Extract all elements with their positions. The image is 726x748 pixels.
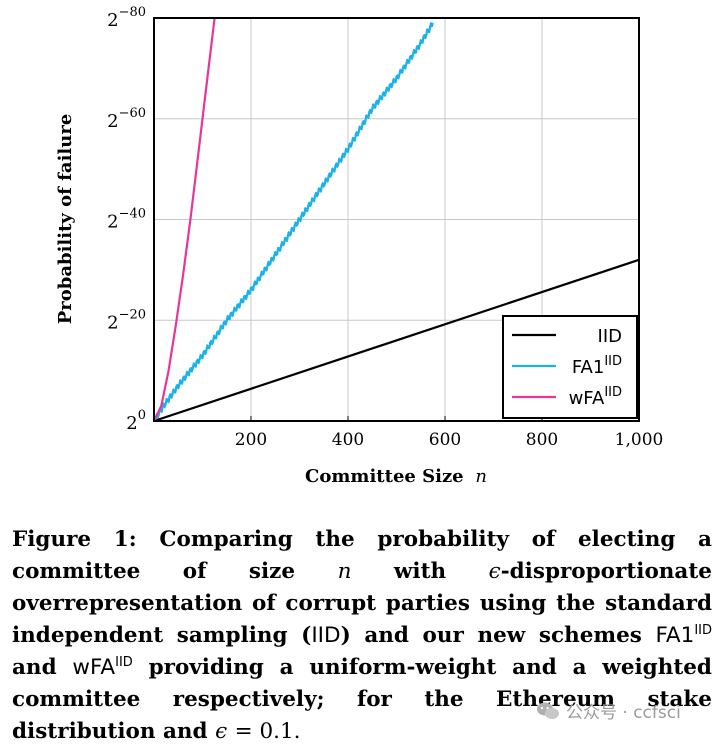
legend-label-sup-2: IID	[604, 385, 622, 400]
chart: 200 400 600 800 1,000 202−202−402−602−80 Pro…	[55, 5, 664, 487]
caption-eq: = 0.1.	[234, 719, 301, 744]
y-tick-label-2: 2−40	[107, 207, 146, 233]
caption-fa1: FA1	[655, 623, 695, 648]
caption-var-eps-2: ϵ	[215, 719, 228, 744]
caption-iid: IID	[311, 623, 341, 648]
caption-wfa-sup: IID	[115, 654, 133, 670]
watermark-text: 公众号 · ccfsci	[566, 703, 681, 723]
series-line-fa1	[153, 22, 434, 422]
y-tick-label-3: 2−60	[107, 106, 146, 132]
y-tick-label-4: 2−80	[107, 5, 146, 31]
y-tick-base-0: 2	[126, 413, 137, 434]
y-tick-base-3: 2	[107, 111, 118, 132]
caption-var-n: n	[337, 559, 352, 584]
y-tick-exp-1: −20	[119, 307, 146, 322]
y-tick-base-4: 2	[107, 10, 118, 31]
watermark: 公众号 · ccfsci	[536, 698, 681, 723]
series-line-wfa	[153, 17, 216, 422]
caption-label: Figure 1:	[12, 527, 137, 552]
y-tick-exp-2: −40	[119, 207, 146, 222]
caption-text-2: with	[393, 559, 447, 584]
y-tick-label-1: 2−20	[107, 307, 146, 333]
caption-var-eps: ϵ	[488, 559, 501, 584]
legend-label-base-1: FA1	[572, 357, 604, 378]
legend-label-base-0: IID	[598, 326, 622, 347]
x-axis-label-text: Committee Size	[305, 466, 464, 487]
x-tick-label-2: 600	[429, 430, 461, 450]
y-tick-label-0: 20	[126, 408, 146, 434]
legend-label-0: IID	[598, 326, 622, 347]
x-axis-label: Committee Size n	[305, 466, 487, 487]
caption-fa1-sup: IID	[694, 622, 712, 638]
y-tick-base-1: 2	[107, 312, 118, 333]
legend-label-2: wFAIID	[569, 385, 622, 409]
caption-text-3: -disproportionate overrepresentation of …	[12, 559, 712, 648]
x-tick-label-1: 400	[332, 430, 364, 450]
x-tick-label-4: 1,000	[615, 430, 664, 450]
series-line-iid	[153, 258, 640, 423]
series-group	[153, 17, 640, 423]
caption-wfa: wFA	[72, 655, 116, 680]
legend-label-1: FA1IID	[572, 354, 622, 378]
x-tick-label-3: 800	[526, 430, 558, 450]
y-tick-base-2: 2	[107, 212, 118, 233]
caption-text-4: ) and our new schemes	[340, 623, 642, 648]
y-axis-label: Probability of failure	[55, 114, 76, 325]
plot-frame	[153, 17, 640, 422]
caption-text-1: Comparing the probability of electing a …	[12, 527, 712, 584]
wechat-icon	[537, 702, 559, 719]
legend-label-base-2: wFA	[569, 388, 605, 409]
y-tick-exp-0: 0	[138, 408, 146, 423]
caption-text-5: and	[12, 655, 57, 680]
y-tick-exp-4: −80	[119, 5, 146, 20]
legend-label-sup-1: IID	[604, 354, 622, 369]
y-tick-exp-3: −60	[119, 106, 146, 121]
x-axis-label-var: n	[475, 466, 487, 487]
x-tick-label-0: 200	[235, 430, 267, 450]
y-ticks: 202−202−402−602−80	[107, 5, 146, 434]
